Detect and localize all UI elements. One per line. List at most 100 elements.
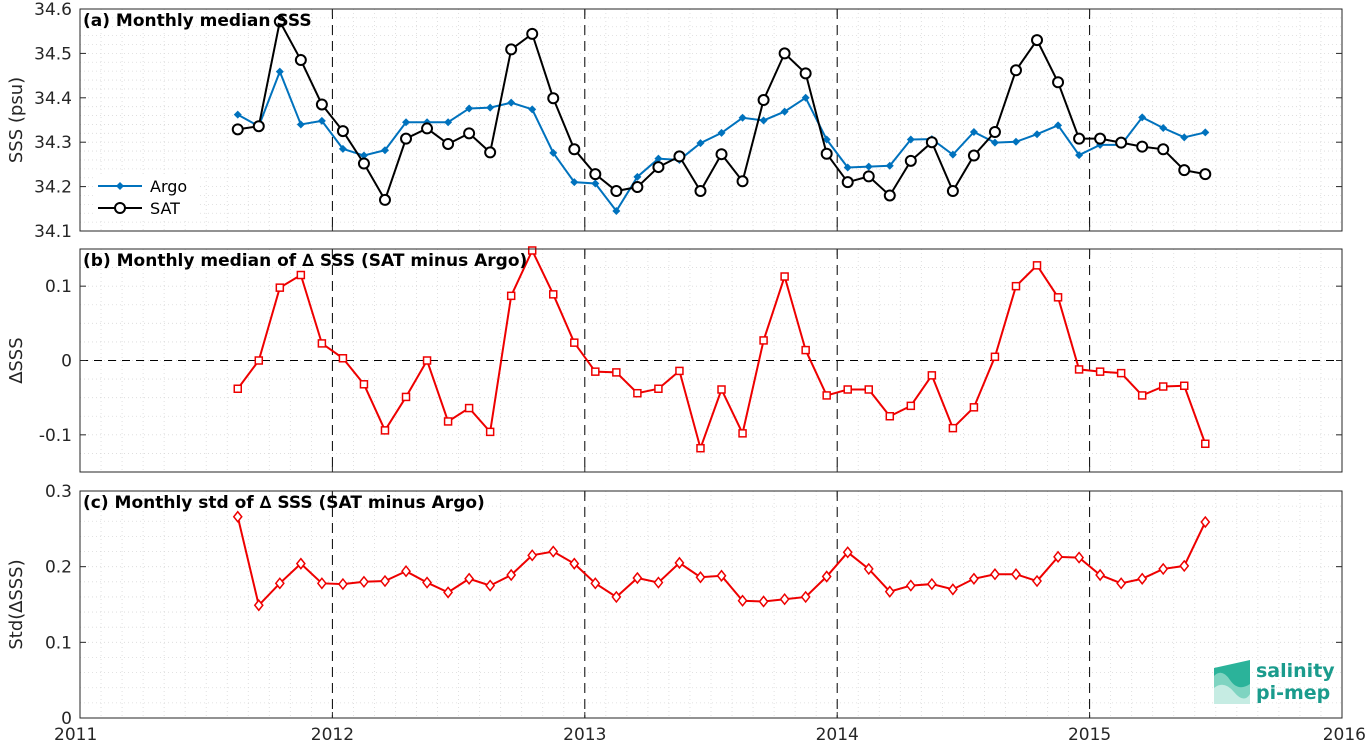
y-tick-label: 0.1 — [45, 633, 72, 653]
sat-point — [1136, 140, 1149, 153]
panel-c: 2011 2012 2013 2014 2015 2016 0 0.1 0.2 0.3 (c) M… — [6, 482, 1366, 745]
argo-point — [570, 178, 579, 187]
delta-median-point — [885, 412, 895, 421]
x-tick-label: 2011 — [54, 725, 97, 745]
argo-point — [528, 105, 537, 114]
argo-point — [549, 148, 558, 157]
delta-std-point — [1158, 562, 1169, 576]
sat-point — [231, 123, 244, 136]
argo-point — [359, 151, 368, 160]
panel-b: -0.1 0 0.1 (b) Monthly median of ∆ SSS (SA… — [6, 246, 1343, 473]
sat-point — [736, 175, 749, 188]
sat-point — [1052, 76, 1065, 89]
delta-std-point — [358, 575, 369, 589]
argo-point — [780, 107, 789, 116]
sat-point — [1009, 64, 1022, 77]
delta-std-point — [422, 576, 433, 589]
delta-median-point — [738, 429, 747, 438]
y-tick-label: 34.4 — [34, 89, 72, 109]
delta-std-point — [1074, 551, 1085, 564]
sat-point — [463, 127, 476, 140]
delta-std-point — [337, 577, 348, 591]
sat-point — [484, 146, 497, 159]
delta-median-point — [948, 423, 958, 433]
x-tick-label: 2013 — [563, 725, 606, 745]
argo-point — [296, 120, 305, 129]
argo-point — [444, 118, 453, 127]
argo-point — [759, 116, 768, 125]
argo-point — [465, 104, 474, 113]
sat-point — [547, 92, 560, 105]
y-tick-label: 34.6 — [34, 0, 72, 20]
delta-median-point — [338, 354, 348, 363]
delta-std-point — [232, 510, 243, 523]
y-tick-label: 0 — [61, 709, 72, 729]
delta-std-point — [1116, 577, 1127, 590]
delta-std-point — [253, 599, 264, 612]
panel-a: 34.1 34.2 34.3 34.4 34.5 34.6 (a) Monthly med… — [6, 0, 1343, 242]
delta-median-point — [1180, 381, 1189, 391]
salinity-pi-mep-logo: salinity pi-mep — [1214, 660, 1335, 704]
sat-point — [694, 185, 707, 198]
delta-std-point — [821, 570, 832, 583]
delta-std-point — [274, 577, 285, 590]
delta-median-point — [485, 427, 495, 437]
delta-std-point — [695, 571, 706, 584]
delta-median-point — [1074, 365, 1084, 374]
argo-point — [317, 116, 326, 125]
sat-point — [757, 94, 770, 107]
y-tick-label: 34.5 — [34, 44, 72, 64]
argo-point — [843, 163, 852, 172]
delta-median-point — [380, 426, 390, 435]
sat-point — [715, 148, 728, 161]
sat-point — [946, 185, 959, 198]
sat-point — [799, 67, 812, 80]
delta-median-point — [1158, 382, 1168, 391]
argo-point — [696, 139, 705, 148]
sat-point — [652, 161, 665, 174]
argo-point — [654, 154, 663, 163]
delta-median-point — [233, 384, 242, 393]
delta-median-point — [654, 384, 663, 393]
delta-std-point — [1053, 550, 1064, 564]
delta-median-point — [759, 336, 768, 345]
argo-point — [717, 128, 726, 137]
delta-std-point — [611, 590, 622, 604]
x-tick-label: 2012 — [311, 725, 354, 745]
argo-point — [822, 135, 831, 144]
delta-std-point — [1095, 568, 1106, 582]
delta-std-point — [590, 577, 601, 590]
sat-point — [967, 149, 980, 162]
delta-median-point — [422, 356, 432, 365]
legend-sat-label: SAT — [150, 199, 180, 218]
argo-point — [990, 138, 999, 147]
delta-median-point — [633, 388, 642, 398]
delta-std-point — [443, 586, 454, 599]
argo-point — [507, 98, 516, 107]
argo-point — [380, 146, 389, 155]
delta-median-point — [717, 385, 726, 394]
argo-point — [1011, 137, 1020, 146]
sat-point — [378, 193, 391, 206]
delta-median-point — [864, 385, 873, 394]
argo-point — [1033, 130, 1042, 139]
sat-point — [400, 132, 413, 145]
argo-point — [1159, 123, 1168, 132]
logo-line-2: pi-mep — [1256, 682, 1330, 704]
delta-median-point — [317, 339, 327, 348]
sat-point — [589, 168, 602, 181]
sat-point — [1199, 168, 1212, 181]
sat-point — [1031, 34, 1044, 47]
argo-point — [591, 179, 600, 188]
delta-std-point — [863, 562, 874, 576]
delta-median-point — [990, 352, 1000, 362]
legend-argo-label: Argo — [150, 177, 187, 196]
delta-std-point — [884, 585, 895, 598]
delta-median-point — [843, 385, 852, 394]
panel-b-title: (b) Monthly median of ∆ SSS (SAT minus A… — [83, 251, 527, 271]
sat-point — [505, 43, 518, 56]
sat-point — [1178, 164, 1191, 177]
delta-std-point — [737, 594, 748, 607]
delta-std-point — [653, 576, 664, 589]
